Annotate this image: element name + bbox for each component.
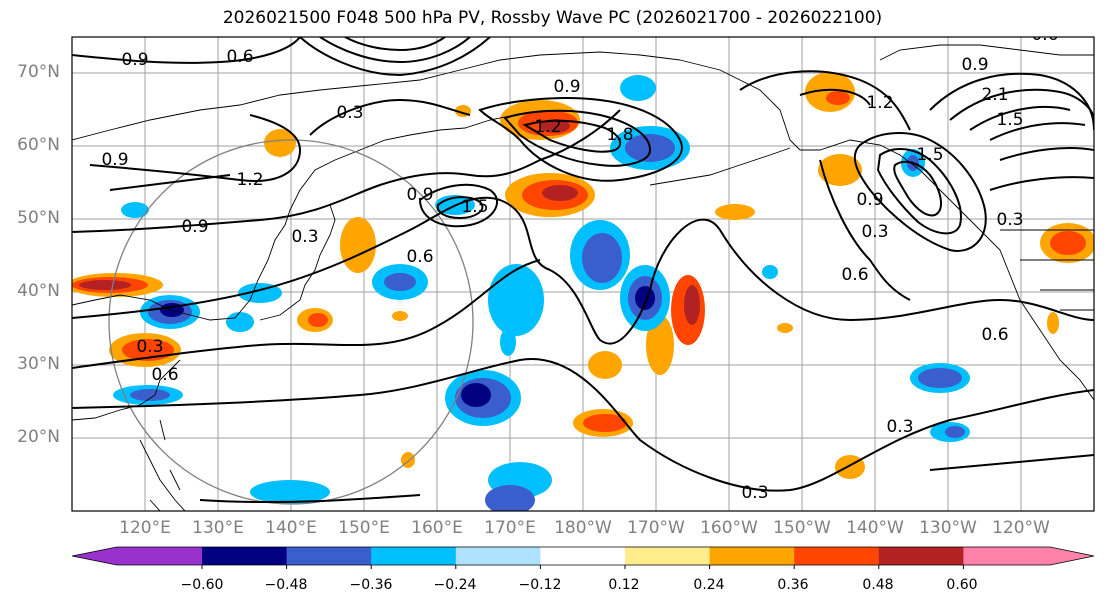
colorbar-segment [963,547,1050,565]
contour-label: 0.6 [151,365,178,385]
lat-label-20: 20°N [17,427,60,447]
colorbar-tick: 0.36 [777,577,809,593]
colorbar-segment [286,547,372,565]
colorbar-tick: −0.12 [518,577,562,593]
contour-label: 2.1 [981,85,1008,105]
contour-label: 1.5 [461,197,488,217]
contour-label: 0.9 [181,217,208,237]
lon-label-150w: 150°W [773,518,831,538]
lon-label-150e: 150°E [338,518,390,538]
colorbar-segment [202,547,288,565]
colorbar-tick: −0.24 [433,577,477,593]
lon-label-140e: 140°E [265,518,317,538]
contour-label: 1.5 [916,145,943,165]
contour-label: 1.2 [534,117,561,137]
lat-label-70: 70°N [17,62,60,82]
contour-label: 0.3 [996,210,1023,230]
colorbar-segment [540,547,626,565]
colorbar-segment [878,547,964,565]
anomaly-shading [72,72,1094,511]
lon-label-120e: 120°E [119,518,171,538]
colorbar-tick: 0.48 [862,577,894,593]
contour-label: 0.3 [886,417,913,437]
lon-label-120w: 120°W [992,518,1050,538]
contour-label: 0.9 [961,55,988,75]
lon-label-180w: 180°W [554,518,612,538]
contour-label: 1.2 [236,170,263,190]
contour-label: 0.6 [841,265,868,285]
contour-labels: 0.9 0.6 0.3 0.9 1.2 0.9 0.3 0.6 0.9 1.5 0.9 1.2 1.8 0… [101,25,1058,503]
coastlines [72,44,1094,511]
map-title: 2026021500 F048 500 hPa PV, Rossby Wave … [222,8,883,28]
lon-label-160e: 160°E [411,518,463,538]
colorbar-tick: −0.60 [180,577,224,593]
contour-label: 0.9 [553,77,580,97]
lat-label-60: 60°N [17,135,60,155]
lat-label-50: 50°N [17,208,60,228]
colorbar-tick: 0.24 [693,577,725,593]
pv-contours [72,37,1094,504]
colorbar-outline [71,546,1095,566]
contour-label: 0.9 [856,190,883,210]
colorbar-segment [794,547,880,565]
lon-label-140w: 140°W [846,518,904,538]
colorbar [71,546,1095,569]
contour-label: 1.8 [606,125,633,145]
lat-label-40: 40°N [17,281,60,301]
lon-label-170e: 170°E [484,518,536,538]
positive-anomaly [72,72,1094,479]
lon-label-160w: 160°W [700,518,758,538]
contour-label: 0.6 [406,247,433,267]
contour-label: 0.6 [981,325,1008,345]
colorbar-tick: −0.36 [349,577,393,593]
colorbar-extend-left [72,547,117,565]
contour-label: 0.3 [336,103,363,123]
contour-label: 0.9 [121,50,148,70]
contour-label: 0.3 [291,227,318,247]
colorbar-segment [371,547,457,565]
lon-label-170w: 170°W [627,518,685,538]
contour-label: 0.6 [226,47,253,67]
contour-label: 1.5 [996,110,1023,130]
map-frame [71,36,1095,512]
colorbar-extend-right [1050,547,1094,565]
colorbar-segment [709,547,795,565]
contour-label: 0.3 [136,337,163,357]
lon-label-130e: 130°E [192,518,244,538]
colorbar-segment [117,547,202,565]
colorbar-segment [625,547,711,565]
colorbar-tick: 0.60 [946,577,978,593]
lon-label-130w: 130°W [919,518,977,538]
contour-label: 0.9 [101,150,128,170]
radius-circle [108,139,474,505]
contour-label: 0.9 [406,185,433,205]
contour-label: 1.2 [866,93,893,113]
colorbar-tick: 0.12 [608,577,640,593]
contour-label: 0.3 [741,483,768,503]
contour-label: 0.3 [861,222,888,242]
contour-label: 0.6 [1031,25,1058,45]
lat-label-30: 30°N [17,354,60,374]
colorbar-tick: −0.48 [264,577,308,593]
colorbar-segment [455,547,541,565]
